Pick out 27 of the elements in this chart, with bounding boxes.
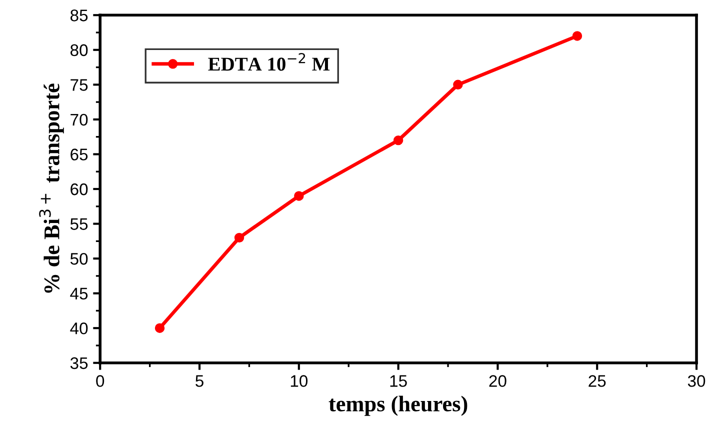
y-tick-label: 55	[70, 218, 88, 230]
point	[154, 323, 165, 333]
y-axis-title: % de Bi$^{3+}$ transporté	[39, 84, 64, 293]
y-tick-label: 45	[70, 288, 88, 300]
point	[294, 191, 304, 201]
x-tick-label: 25	[588, 375, 606, 387]
x-tick-label: 30	[688, 375, 706, 387]
y-tick-label: 60	[70, 183, 88, 196]
x-tick-label: 20	[489, 375, 506, 387]
x-axis-title: temps (heures)	[328, 396, 468, 416]
y-tick-label: 85	[70, 10, 88, 22]
y-tick-label: 70	[70, 114, 88, 126]
y-tick-label: 35	[70, 357, 88, 370]
x-tick-label: 15	[390, 375, 407, 387]
legend-label: EDTA 10$^{−2}$ M	[208, 53, 330, 71]
y-tick-label: 80	[70, 44, 88, 56]
y-tick-label: 75	[70, 79, 88, 91]
point	[393, 135, 404, 146]
x-tick-label: 0	[96, 375, 104, 387]
point	[453, 80, 463, 90]
x-tick-label: 10	[290, 375, 308, 387]
y-tick-label: 40	[70, 322, 88, 334]
y-tick-label: 65	[70, 148, 88, 160]
x-tick-label: 5	[196, 375, 204, 387]
y-tick-label: 50	[70, 252, 88, 265]
point	[572, 31, 582, 41]
point	[234, 232, 244, 243]
